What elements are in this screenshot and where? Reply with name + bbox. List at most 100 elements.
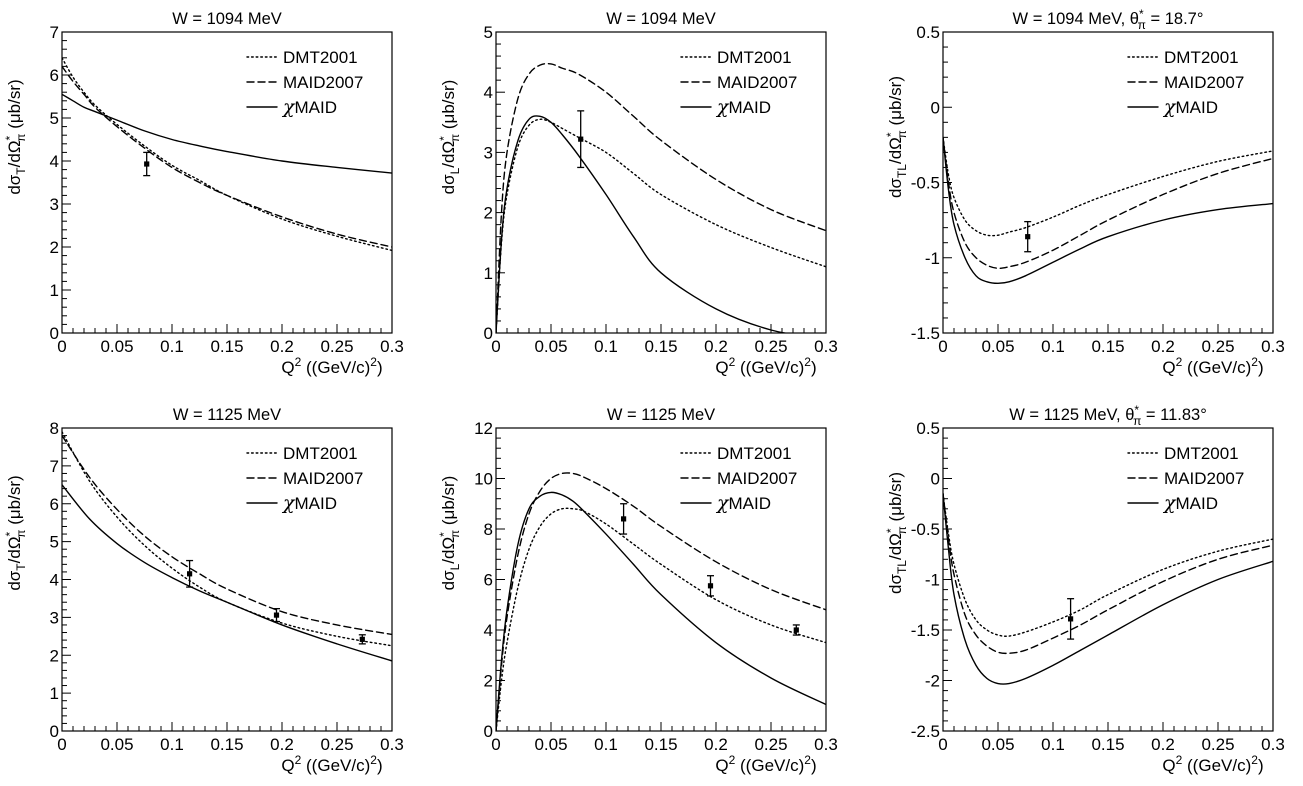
x-tick-label: 0.05 xyxy=(981,735,1014,754)
y-tick-label: 5 xyxy=(50,109,59,128)
y-tick-label: 0 xyxy=(50,722,59,741)
data-point xyxy=(577,110,585,169)
y-tick-label: -2.5 xyxy=(911,722,940,741)
y-tick-label: -1.5 xyxy=(911,621,940,640)
legend: DMT2001 MAID2007 χMAID xyxy=(246,48,363,118)
series-group xyxy=(496,472,826,731)
data-point xyxy=(143,151,151,177)
legend: DMT2001 MAID2007 χMAID xyxy=(246,444,363,514)
legend-label: MAID2007 xyxy=(283,469,363,488)
series-group xyxy=(943,492,1273,685)
x-tick-label: 0 xyxy=(491,735,500,754)
x-axis-label: Q2 ((GeV/c)2) xyxy=(715,355,816,377)
x-axis-label: Q2 ((GeV/c)2) xyxy=(1162,753,1263,775)
legend-label: MAID2007 xyxy=(717,469,797,488)
data-point xyxy=(620,503,628,535)
y-tick-label: 1 xyxy=(484,264,493,283)
x-tick-label: 0.2 xyxy=(1151,337,1175,356)
legend: DMT2001 MAID2007 χMAID xyxy=(1127,444,1244,514)
series-line-dmt2001 xyxy=(496,507,826,731)
y-tick-label: 4 xyxy=(50,152,59,171)
y-tick-label: 0.5 xyxy=(916,419,940,438)
legend-label: DMT2001 xyxy=(717,444,792,463)
y-tick-label: 0.5 xyxy=(916,23,940,42)
series-group xyxy=(943,136,1273,285)
x-tick-label: 0.3 xyxy=(1261,337,1285,356)
panel-title: W = 1125 MeV xyxy=(173,406,281,424)
x-axis-label: Q2 ((GeV/c)2) xyxy=(715,753,816,775)
y-tick-label: 0 xyxy=(50,324,59,343)
series-line-maid2007 xyxy=(496,472,826,731)
x-tick-label: 0.1 xyxy=(1041,735,1065,754)
y-axis-label: dσTL/dΩ*π (μb/sr) xyxy=(884,76,909,198)
series-line-dmt2001 xyxy=(943,136,1273,237)
panel-5: 0 0.05 0.1 0.15 0.2 0.25 0.3 0 2 4 6 8 10 12 W = 1125 … xyxy=(437,406,838,775)
x-tick-label: 0.3 xyxy=(380,735,404,754)
series-line-maid2007 xyxy=(62,434,392,636)
x-tick-label: 0.15 xyxy=(210,337,243,356)
x-tick-label: 0.2 xyxy=(1151,735,1175,754)
legend: DMT2001 MAID2007 χMAID xyxy=(680,444,797,514)
data-point xyxy=(358,634,366,645)
y-axis-label: dσTL/dΩ*π (μb/sr) xyxy=(884,472,909,594)
y-tick-label: -1.5 xyxy=(911,324,940,343)
series-group xyxy=(62,57,392,252)
y-axis-label: dσL/dΩ*π (μb/sr) xyxy=(437,476,462,591)
panel-title: W = 1125 MeV xyxy=(607,406,715,424)
x-tick-label: 0.15 xyxy=(1091,735,1124,754)
y-tick-label: 3 xyxy=(50,608,59,627)
point-marker xyxy=(359,636,365,642)
x-tick-label: 0.3 xyxy=(1261,735,1285,754)
data-point xyxy=(1067,598,1075,640)
x-tick-label: 0.1 xyxy=(594,735,618,754)
x-tick-label: 0.25 xyxy=(1201,735,1234,754)
y-tick-label: -2 xyxy=(925,672,940,691)
y-tick-label: 1 xyxy=(50,281,59,300)
x-tick-label: 0.15 xyxy=(1091,337,1124,356)
y-tick-label: 0 xyxy=(931,98,940,117)
point-marker xyxy=(1068,616,1074,622)
series-line-dmt2001 xyxy=(62,57,392,252)
panel-title: W = 1094 MeV, θ* π = 18.7° xyxy=(1013,7,1204,32)
data-point xyxy=(792,624,800,636)
series-line-maid2007 xyxy=(943,492,1273,655)
legend-label: DMT2001 xyxy=(283,444,358,463)
panel-2: 0 0.05 0.1 0.15 0.2 0.25 0.3 0 1 2 3 4 5 W = 1094 MeV… xyxy=(437,10,838,377)
y-tick-label: -0.5 xyxy=(911,520,940,539)
y-tick-label: 0 xyxy=(484,722,493,741)
series-line-dmt2001 xyxy=(496,118,826,333)
x-tick-label: 0.25 xyxy=(754,337,787,356)
legend-label: χMAID xyxy=(281,96,337,118)
series-line-maid xyxy=(943,492,1273,685)
y-tick-label: -0.5 xyxy=(911,174,940,193)
legend: DMT2001 MAID2007 χMAID xyxy=(1127,48,1244,118)
panel-4: 0 0.05 0.1 0.15 0.2 0.25 0.3 0 1 2 3 4 5 6 7 8 W = 1125 … xyxy=(3,406,404,775)
x-tick-label: 0.15 xyxy=(644,735,677,754)
x-tick-label: 0.05 xyxy=(981,337,1014,356)
y-tick-label: 7 xyxy=(50,457,59,476)
y-tick-label: 8 xyxy=(50,419,59,438)
legend-label: DMT2001 xyxy=(717,48,792,67)
y-tick-label: 6 xyxy=(484,571,493,590)
x-axis-label: Q2 ((GeV/c)2) xyxy=(1162,355,1263,377)
x-tick-label: 0.2 xyxy=(704,337,728,356)
x-tick-label: 0.15 xyxy=(210,735,243,754)
x-tick-label: 0.2 xyxy=(704,735,728,754)
panel-3: 0 0.05 0.1 0.15 0.2 0.25 0.3 -1.5 -1 -0.5 0 0.5 W = … xyxy=(884,7,1285,377)
legend-label: MAID2007 xyxy=(717,73,797,92)
legend-label: χMAID xyxy=(1162,96,1218,118)
y-tick-label: 4 xyxy=(484,621,493,640)
y-tick-label: 2 xyxy=(484,204,493,223)
legend-label: MAID2007 xyxy=(283,73,363,92)
point-marker xyxy=(1025,234,1031,240)
legend-label: χMAID xyxy=(715,96,771,118)
point-marker xyxy=(273,612,280,618)
x-tick-label: 0.1 xyxy=(594,337,618,356)
x-tick-label: 0 xyxy=(938,337,947,356)
y-tick-label: 8 xyxy=(484,520,493,539)
y-tick-label: -1 xyxy=(925,571,940,590)
y-tick-label: 2 xyxy=(50,238,59,257)
panel-title: W = 1094 MeV xyxy=(606,10,716,28)
series-group xyxy=(62,431,392,662)
